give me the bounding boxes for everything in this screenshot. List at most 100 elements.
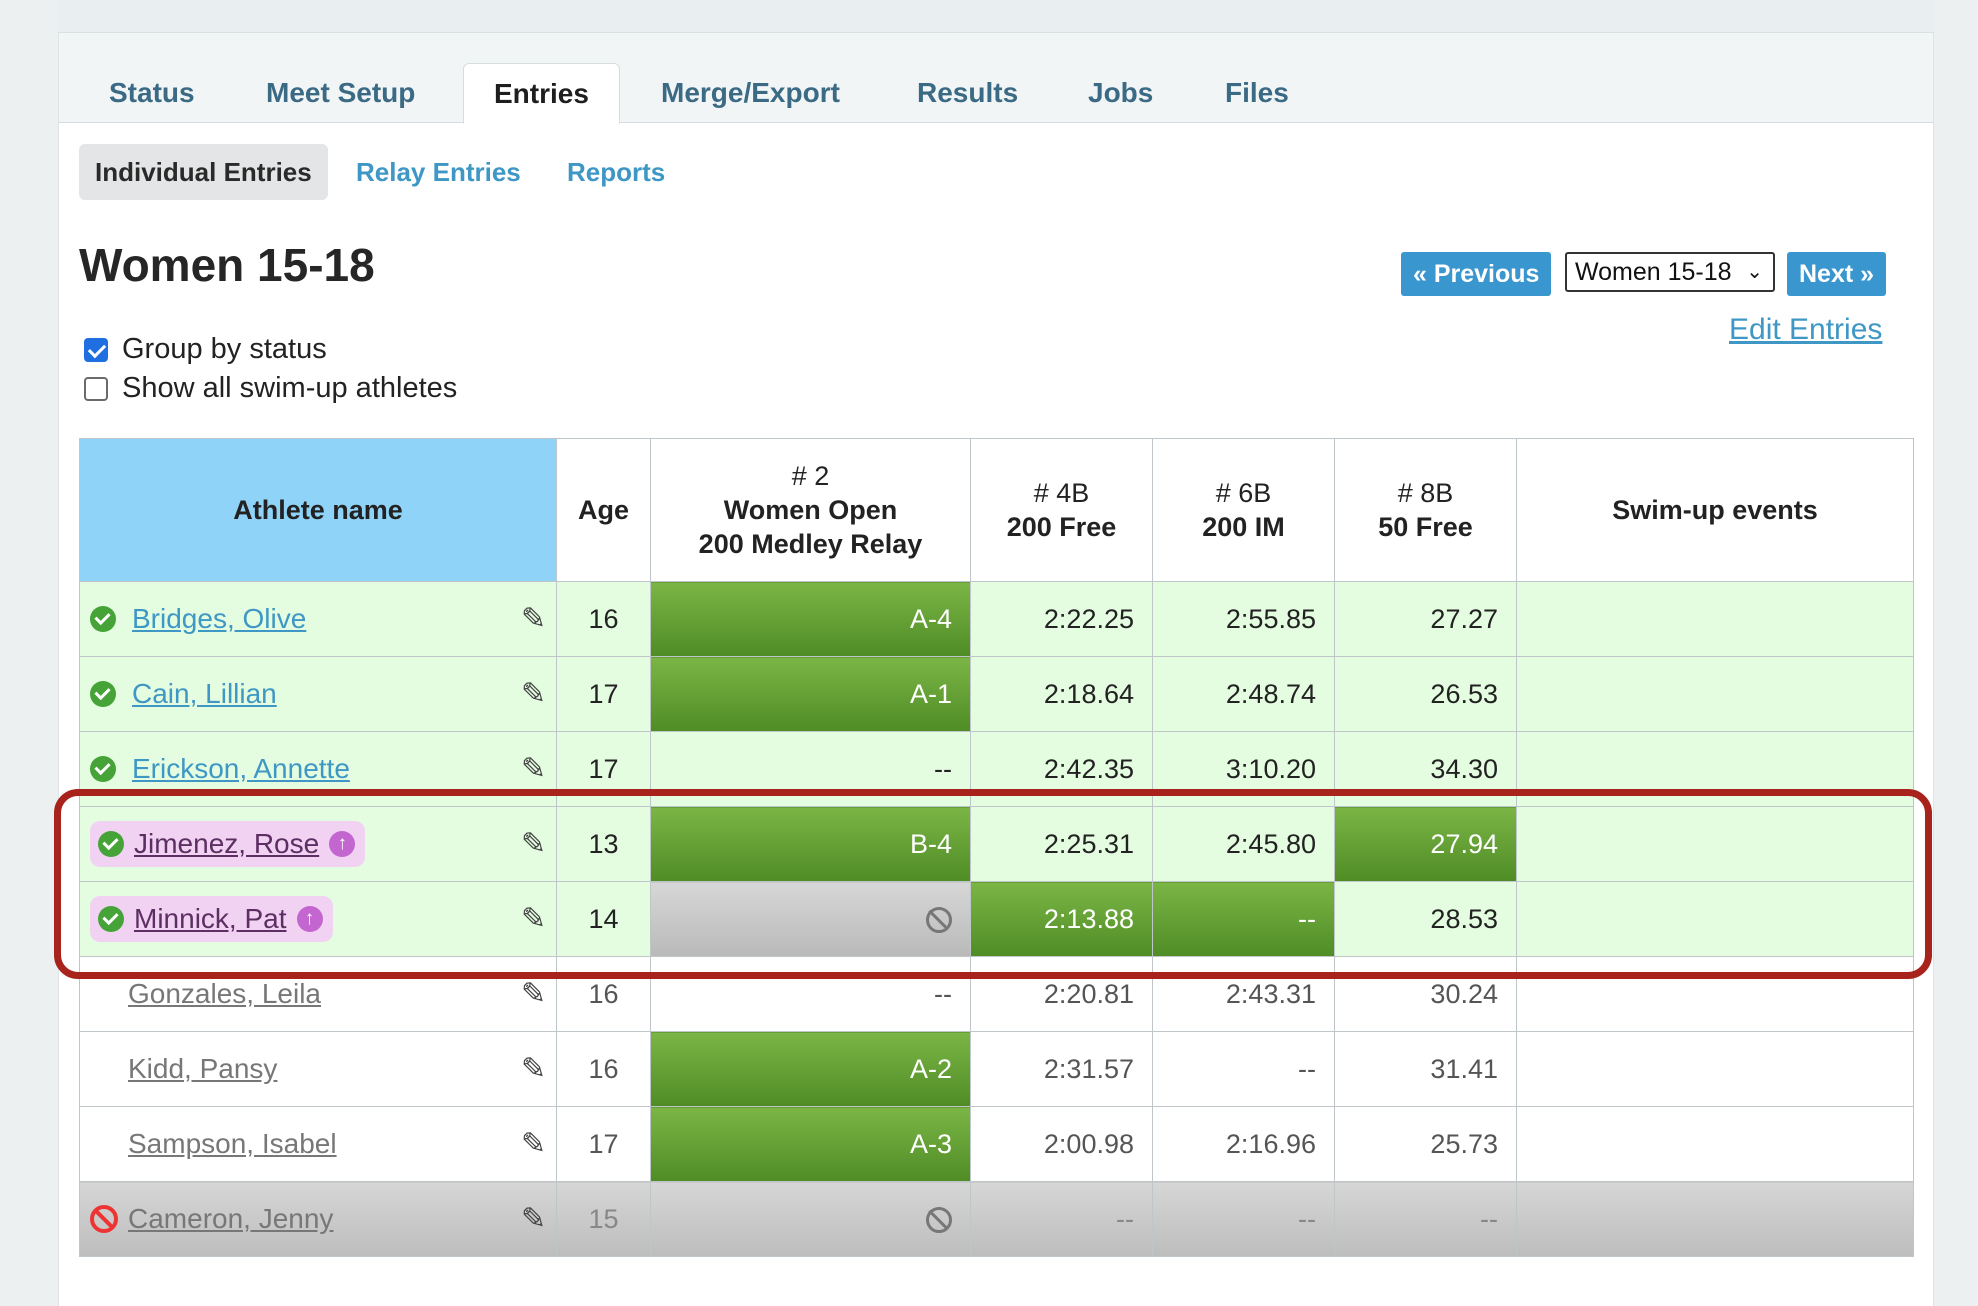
relay-entry-cell[interactable]: A-4 (650, 581, 971, 657)
im200-cell[interactable]: 3:10.20 (1152, 731, 1335, 807)
swimup-cell (1516, 1106, 1914, 1182)
subtab-reports[interactable]: Reports (567, 157, 666, 187)
free50-cell[interactable]: 27.94 (1334, 806, 1517, 882)
subtab-individual-entries[interactable]: Individual Entries (79, 144, 328, 200)
free200-cell[interactable]: -- (970, 1181, 1153, 1257)
free50-cell[interactable]: -- (1334, 1181, 1517, 1257)
free50-cell[interactable]: 25.73 (1334, 1106, 1517, 1182)
athlete-cell: Kidd, Pansy ✎ (79, 1031, 557, 1107)
age-cell: 13 (556, 806, 651, 882)
free200-cell[interactable]: 2:20.81 (970, 956, 1153, 1032)
athlete-cell: Cain, Lillian ✎ (79, 656, 557, 732)
header-event-8b[interactable]: # 8B 50 Free (1334, 438, 1517, 582)
free50-cell[interactable]: 30.24 (1334, 956, 1517, 1032)
pencil-icon[interactable]: ✎ (520, 902, 546, 936)
pencil-icon[interactable]: ✎ (520, 1127, 546, 1161)
athlete-name-link[interactable]: Bridges, Olive (132, 603, 307, 634)
free50-cell[interactable]: 27.27 (1334, 581, 1517, 657)
im200-cell[interactable]: 2:55.85 (1152, 581, 1335, 657)
tab-files[interactable]: Files (1225, 77, 1289, 108)
relay-entry-cell[interactable] (650, 881, 971, 957)
subtab-relay-entries[interactable]: Relay Entries (356, 157, 521, 187)
relay-entry-cell[interactable]: -- (650, 731, 971, 807)
athlete-name-link[interactable]: Sampson, Isabel (128, 1128, 337, 1159)
free200-cell[interactable]: 2:42.35 (970, 731, 1153, 807)
pencil-icon[interactable]: ✎ (520, 827, 546, 861)
show-swimup-option[interactable]: Show all swim-up athletes (84, 372, 457, 405)
free200-cell[interactable]: 2:18.64 (970, 656, 1153, 732)
free200-cell[interactable]: 2:31.57 (970, 1031, 1153, 1107)
pencil-icon[interactable]: ✎ (520, 1052, 546, 1086)
free50-cell[interactable]: 26.53 (1334, 656, 1517, 732)
group-select-value: Women 15-18 (1575, 258, 1732, 286)
table-row: Minnick, Pat ↑ ✎ 14 2:13.88 -- 28.53 (79, 881, 1914, 957)
table-row: Cain, Lillian ✎ 17 A-1 2:18.64 2:48.74 2… (79, 656, 1914, 732)
im200-cell[interactable]: -- (1152, 1181, 1335, 1257)
tab-results[interactable]: Results (917, 77, 1019, 108)
im200-cell[interactable]: 2:43.31 (1152, 956, 1335, 1032)
athlete-name-link[interactable]: Minnick, Pat (134, 903, 287, 934)
relay-entry-cell[interactable]: -- (650, 956, 971, 1032)
event-2-line1: Women Open (723, 495, 898, 525)
im200-cell[interactable]: 2:45.80 (1152, 806, 1335, 882)
relay-entry-cell[interactable] (650, 1181, 971, 1257)
table-row: Erickson, Annette ✎ 17 -- 2:42.35 3:10.2… (79, 731, 1914, 807)
athlete-name-link[interactable]: Cameron, Jenny (128, 1203, 334, 1234)
free200-cell[interactable]: 2:13.88 (970, 881, 1153, 957)
free50-cell[interactable]: 34.30 (1334, 731, 1517, 807)
entries-table: Athlete name Age # 2 Women Open 200 Medl… (79, 438, 1914, 1257)
header-event-4b[interactable]: # 4B 200 Free (970, 438, 1153, 582)
ban-icon (926, 1207, 952, 1234)
header-event-6b[interactable]: # 6B 200 IM (1152, 438, 1335, 582)
relay-entry-cell[interactable]: B-4 (650, 806, 971, 882)
edit-entries-link[interactable]: Edit Entries (1729, 313, 1883, 346)
tab-status[interactable]: Status (109, 77, 195, 108)
show-swimup-checkbox[interactable] (84, 376, 108, 401)
im200-cell[interactable]: -- (1152, 881, 1335, 957)
page-title: Women 15-18 (79, 239, 375, 291)
pencil-icon[interactable]: ✎ (520, 977, 546, 1011)
pencil-icon[interactable]: ✎ (520, 677, 546, 711)
athlete-name-link[interactable]: Cain, Lillian (132, 678, 277, 709)
primary-tabs: Status Meet Setup Entries Merge/Export R… (59, 33, 1933, 124)
free50-cell[interactable]: 31.41 (1334, 1031, 1517, 1107)
tab-meet-setup[interactable]: Meet Setup (266, 77, 416, 108)
chevron-down-icon: ⌄ (1746, 261, 1763, 283)
previous-button[interactable]: « Previous (1401, 252, 1552, 296)
free200-cell[interactable]: 2:22.25 (970, 581, 1153, 657)
im200-cell[interactable]: 2:16.96 (1152, 1106, 1335, 1182)
free200-cell[interactable]: 2:25.31 (970, 806, 1153, 882)
group-by-status-checkbox[interactable] (84, 337, 108, 362)
swimup-cell (1516, 581, 1914, 657)
scratched-icon (90, 1205, 118, 1233)
pencil-icon[interactable]: ✎ (520, 752, 546, 786)
age-cell: 17 (556, 656, 651, 732)
event-6b-line1: 200 IM (1202, 512, 1285, 542)
pencil-icon[interactable]: ✎ (520, 602, 546, 636)
next-button[interactable]: Next » (1787, 252, 1887, 296)
header-event-2[interactable]: # 2 Women Open 200 Medley Relay (650, 438, 971, 582)
header-athlete-name[interactable]: Athlete name (79, 438, 557, 582)
free200-cell[interactable]: 2:00.98 (970, 1106, 1153, 1182)
relay-entry-cell[interactable]: A-1 (650, 656, 971, 732)
group-by-status-option[interactable]: Group by status (84, 333, 327, 366)
athlete-name-link[interactable]: Jimenez, Rose (134, 828, 320, 859)
free50-cell[interactable]: 28.53 (1334, 881, 1517, 957)
swimup-athlete-pill: Jimenez, Rose ↑ (90, 821, 366, 867)
tab-entries[interactable]: Entries (463, 63, 620, 124)
arrow-up-circle-icon: ↑ (329, 831, 356, 857)
athlete-name-link[interactable]: Erickson, Annette (132, 753, 350, 784)
athlete-name-link[interactable]: Kidd, Pansy (128, 1053, 278, 1084)
tab-jobs[interactable]: Jobs (1088, 77, 1154, 108)
header-age[interactable]: Age (556, 438, 651, 582)
tab-merge-export[interactable]: Merge/Export (661, 77, 840, 108)
relay-entry-cell[interactable]: A-3 (650, 1106, 971, 1182)
athlete-name-link[interactable]: Gonzales, Leila (128, 978, 322, 1009)
pencil-icon[interactable]: ✎ (520, 1202, 546, 1236)
relay-entry-cell[interactable]: A-2 (650, 1031, 971, 1107)
athlete-cell: Jimenez, Rose ↑ ✎ (79, 806, 557, 882)
im200-cell[interactable]: -- (1152, 1031, 1335, 1107)
im200-cell[interactable]: 2:48.74 (1152, 656, 1335, 732)
age-cell: 15 (556, 1181, 651, 1257)
group-select[interactable]: Women 15-18 ⌄ (1565, 252, 1775, 292)
